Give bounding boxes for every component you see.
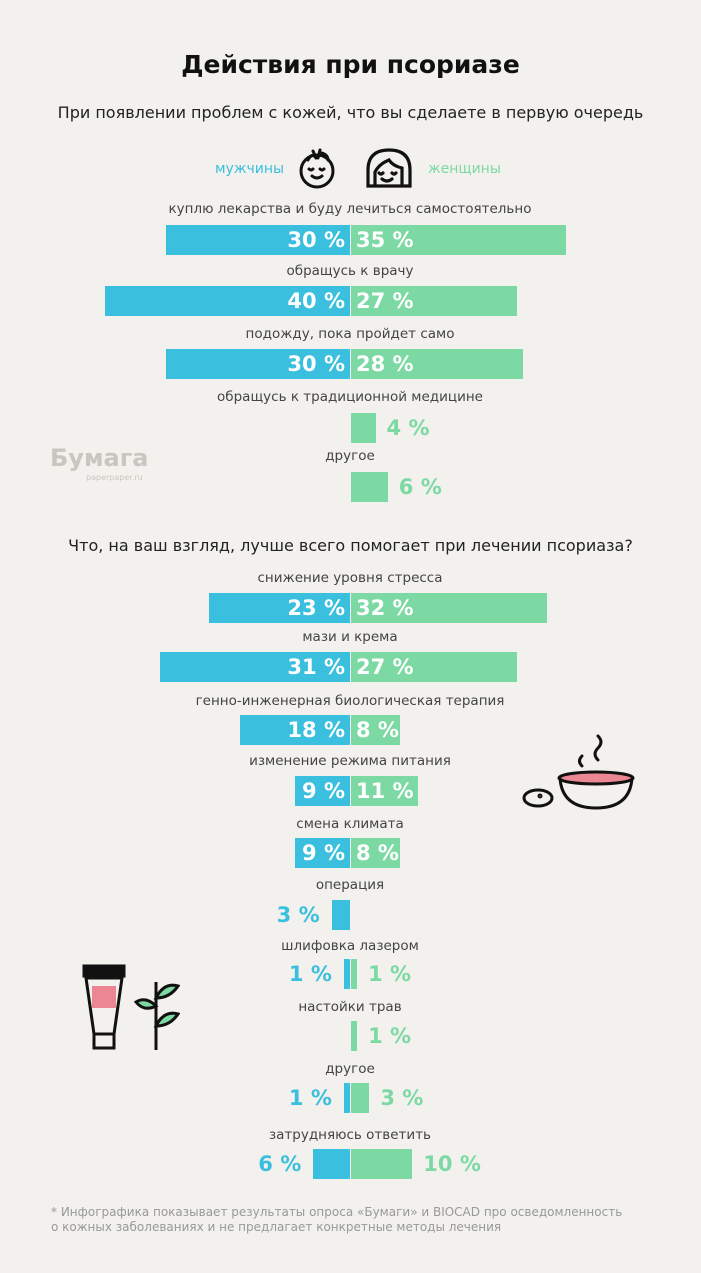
value-label-men: 3 % [276, 903, 320, 927]
category-label: снижение уровня стресса [257, 570, 443, 586]
category-label: настойки трав [298, 999, 402, 1015]
herb-sprig-icon [134, 982, 180, 1050]
bar-men [331, 900, 350, 930]
logo-site: paperpaper.ru [86, 473, 143, 482]
value-label-men: 40 % [287, 289, 345, 313]
bar-women [351, 776, 419, 806]
bar-men [166, 349, 350, 379]
question-1: При появлении проблем с кожей, что вы сд… [57, 103, 644, 122]
bar-men [294, 776, 350, 806]
value-label-men: 30 % [287, 352, 345, 376]
value-label-men: 9 % [302, 779, 345, 803]
value-label-women: 32 % [356, 596, 414, 620]
bar-women [351, 652, 517, 682]
value-label-women: 35 % [356, 228, 414, 252]
bar-women [351, 1149, 413, 1179]
page-title: Действия при псориазе [181, 50, 520, 79]
category-label: изменение режима питания [249, 753, 451, 769]
category-label: генно-инженерная биологическая терапия [195, 693, 505, 709]
bar-women [351, 838, 401, 868]
bar-men [159, 652, 350, 682]
man-face-icon [299, 148, 335, 189]
value-label-women: 8 % [356, 841, 399, 865]
value-label-women: 27 % [356, 289, 414, 313]
value-label-men: 6 % [258, 1152, 302, 1176]
bar-men [343, 1083, 350, 1113]
footnote-line-1: * Инфографика показывает результаты опро… [51, 1205, 623, 1219]
category-label: смена климата [296, 816, 404, 832]
bar-women [351, 1021, 358, 1051]
category-label: куплю лекарства и буду лечиться самостоя… [168, 201, 532, 217]
bar-men [313, 1149, 350, 1179]
category-label: шлифовка лазером [281, 938, 419, 954]
legend-women: женщины [428, 161, 501, 177]
category-label: другое [325, 448, 375, 464]
woman-face-icon [366, 148, 412, 188]
bar-women [351, 959, 358, 989]
bar-women [351, 472, 388, 502]
bar-women [351, 413, 376, 443]
bar-men [239, 715, 350, 745]
value-label-women: 1 % [368, 962, 412, 986]
bar-men [104, 286, 350, 316]
bar-women [351, 349, 523, 379]
category-label: обращусь к врачу [286, 263, 414, 279]
category-label: операция [315, 877, 385, 893]
bar-women [351, 286, 517, 316]
value-label-men: 31 % [287, 655, 345, 679]
bar-women [351, 715, 401, 745]
category-label: подожду, пока пройдет само [245, 326, 455, 342]
bar-men [343, 959, 350, 989]
category-label: мази и крема [302, 629, 398, 645]
bar-women [351, 593, 548, 623]
logo: Бумага [50, 444, 149, 472]
value-label-men: 1 % [288, 962, 332, 986]
value-label-men: 1 % [288, 1086, 332, 1110]
value-label-men: 30 % [287, 228, 345, 252]
legend-men: мужчины [215, 161, 285, 177]
value-label-men: 9 % [302, 841, 345, 865]
bar-men [209, 593, 350, 623]
value-label-women: 4 % [386, 416, 430, 440]
category-label: затрудняюсь ответить [268, 1127, 432, 1143]
cream-tube-icon [82, 964, 126, 1050]
value-label-women: 6 % [398, 475, 442, 499]
bowl-icon [522, 734, 635, 810]
bar-men [294, 838, 350, 868]
value-label-men: 18 % [287, 718, 345, 742]
bar-men [166, 225, 350, 255]
value-label-women: 10 % [423, 1152, 481, 1176]
category-label: другое [325, 1061, 375, 1077]
category-label: обращусь к традиционной медицине [217, 389, 483, 405]
value-label-women: 8 % [356, 718, 399, 742]
value-label-women: 27 % [356, 655, 414, 679]
bar-women [351, 1083, 370, 1113]
value-label-women: 1 % [368, 1024, 412, 1048]
question-2: Что, на ваш взгляд, лучше всего помогает… [68, 536, 633, 555]
value-label-women: 28 % [356, 352, 414, 376]
value-label-women: 3 % [380, 1086, 424, 1110]
value-label-men: 23 % [287, 596, 345, 620]
footnote: * Инфографика показывает результаты опро… [51, 1205, 671, 1235]
value-label-women: 11 % [356, 779, 414, 803]
footnote-line-2: о кожных заболеваниях и не предлагает ко… [51, 1220, 502, 1234]
bar-women [351, 225, 566, 255]
